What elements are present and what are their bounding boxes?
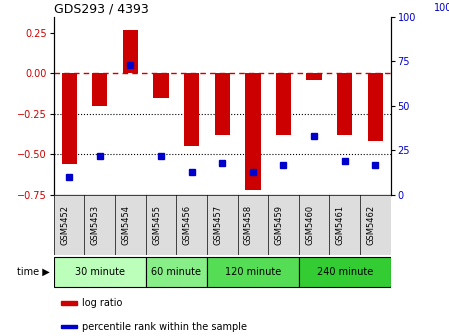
Bar (184, 74, 199, 146)
Bar (368, 74, 383, 141)
Text: GSM5452: GSM5452 (60, 205, 69, 245)
FancyBboxPatch shape (299, 257, 391, 287)
Text: GSM5456: GSM5456 (183, 205, 192, 245)
Bar (61, 325, 77, 329)
Bar (92, 74, 107, 106)
Bar (62, 74, 77, 164)
Bar (337, 74, 352, 135)
Text: 100%: 100% (434, 3, 449, 13)
Text: 60 minute: 60 minute (151, 267, 201, 277)
Bar (123, 30, 138, 74)
Text: log ratio: log ratio (82, 298, 122, 308)
Bar (215, 74, 230, 135)
Text: GSM5462: GSM5462 (366, 205, 375, 245)
Bar (245, 74, 260, 190)
Text: GSM5454: GSM5454 (121, 205, 130, 245)
Bar (61, 301, 77, 305)
Text: time ▶: time ▶ (17, 267, 49, 277)
Text: GSM5453: GSM5453 (91, 205, 100, 245)
Bar (154, 74, 169, 98)
FancyBboxPatch shape (54, 257, 146, 287)
FancyBboxPatch shape (207, 257, 299, 287)
Text: GDS293 / 4393: GDS293 / 4393 (54, 3, 149, 16)
Bar (276, 74, 291, 135)
Text: GSM5458: GSM5458 (244, 205, 253, 245)
FancyBboxPatch shape (146, 257, 207, 287)
Text: GSM5457: GSM5457 (213, 205, 222, 245)
Text: percentile rank within the sample: percentile rank within the sample (82, 322, 247, 332)
Text: 30 minute: 30 minute (75, 267, 125, 277)
Text: GSM5461: GSM5461 (336, 205, 345, 245)
Text: GSM5460: GSM5460 (305, 205, 314, 245)
Text: 120 minute: 120 minute (225, 267, 281, 277)
Text: GSM5455: GSM5455 (152, 205, 161, 245)
Bar (306, 74, 322, 80)
Text: GSM5459: GSM5459 (274, 205, 283, 245)
Text: 240 minute: 240 minute (317, 267, 373, 277)
